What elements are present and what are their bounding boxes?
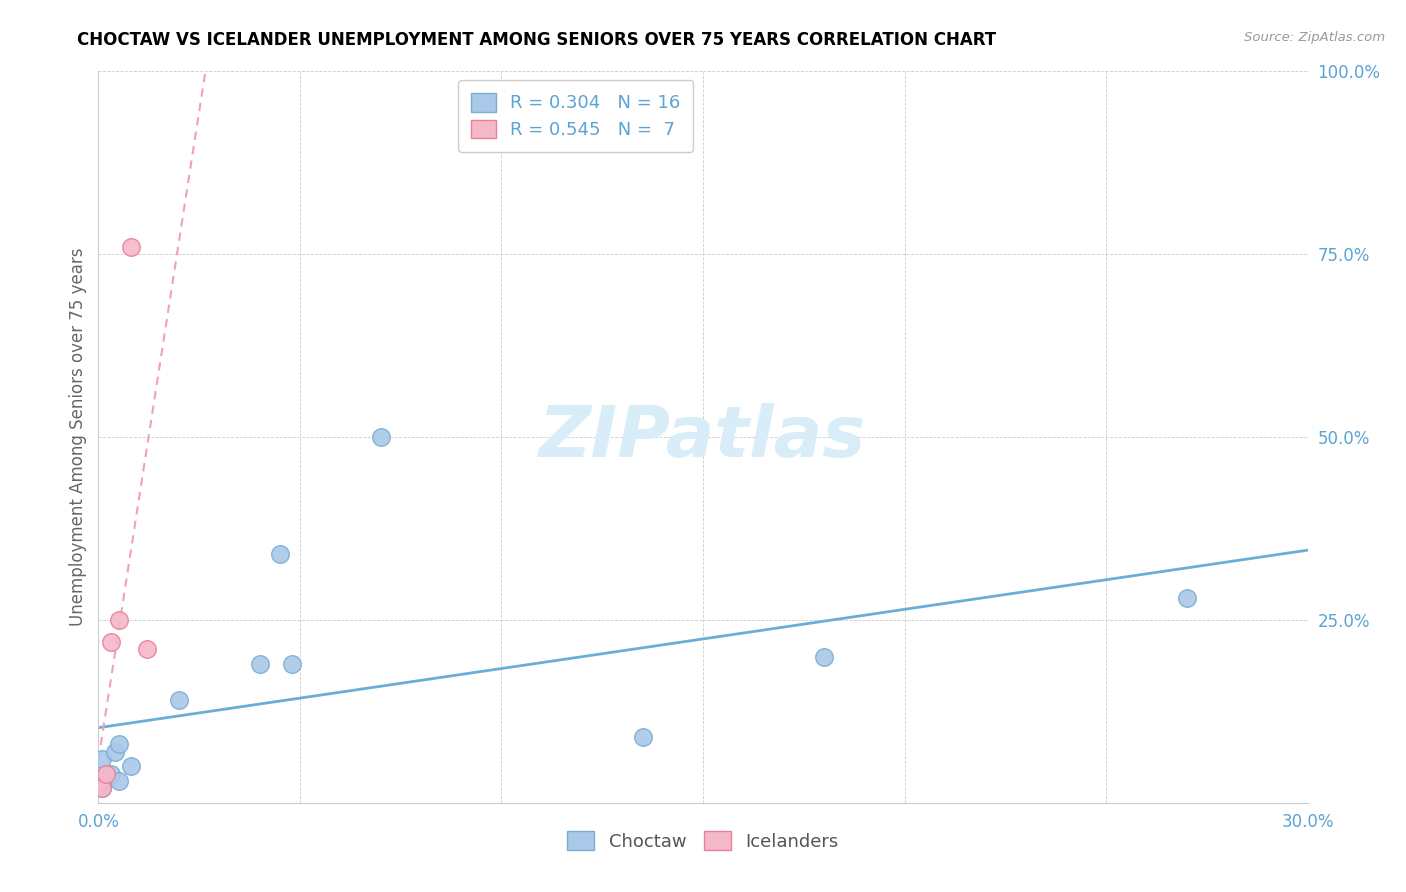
- Point: [91, 781, 114, 796]
- Text: ZIPatlas: ZIPatlas: [540, 402, 866, 472]
- Point: [107, 737, 129, 751]
- Point: [100, 766, 122, 780]
- Point: [89, 773, 111, 788]
- Point: [107, 613, 129, 627]
- Point: [281, 657, 304, 671]
- Point: [370, 430, 392, 444]
- Point: [107, 773, 129, 788]
- Point: [249, 657, 271, 671]
- Point: [96, 766, 118, 780]
- Point: [135, 642, 157, 657]
- Point: [813, 649, 835, 664]
- Point: [631, 730, 654, 744]
- Legend: Choctaw, Icelanders: Choctaw, Icelanders: [558, 822, 848, 860]
- Point: [269, 547, 291, 561]
- Y-axis label: Unemployment Among Seniors over 75 years: Unemployment Among Seniors over 75 years: [69, 248, 87, 626]
- Text: Source: ZipAtlas.com: Source: ZipAtlas.com: [1244, 31, 1385, 45]
- Point: [100, 635, 122, 649]
- Text: CHOCTAW VS ICELANDER UNEMPLOYMENT AMONG SENIORS OVER 75 YEARS CORRELATION CHART: CHOCTAW VS ICELANDER UNEMPLOYMENT AMONG …: [77, 31, 997, 49]
- Point: [120, 240, 142, 254]
- Point: [1175, 591, 1198, 605]
- Point: [96, 766, 118, 780]
- Point: [91, 781, 114, 796]
- Point: [91, 752, 114, 766]
- Point: [167, 693, 190, 707]
- Point: [103, 745, 125, 759]
- Point: [120, 759, 142, 773]
